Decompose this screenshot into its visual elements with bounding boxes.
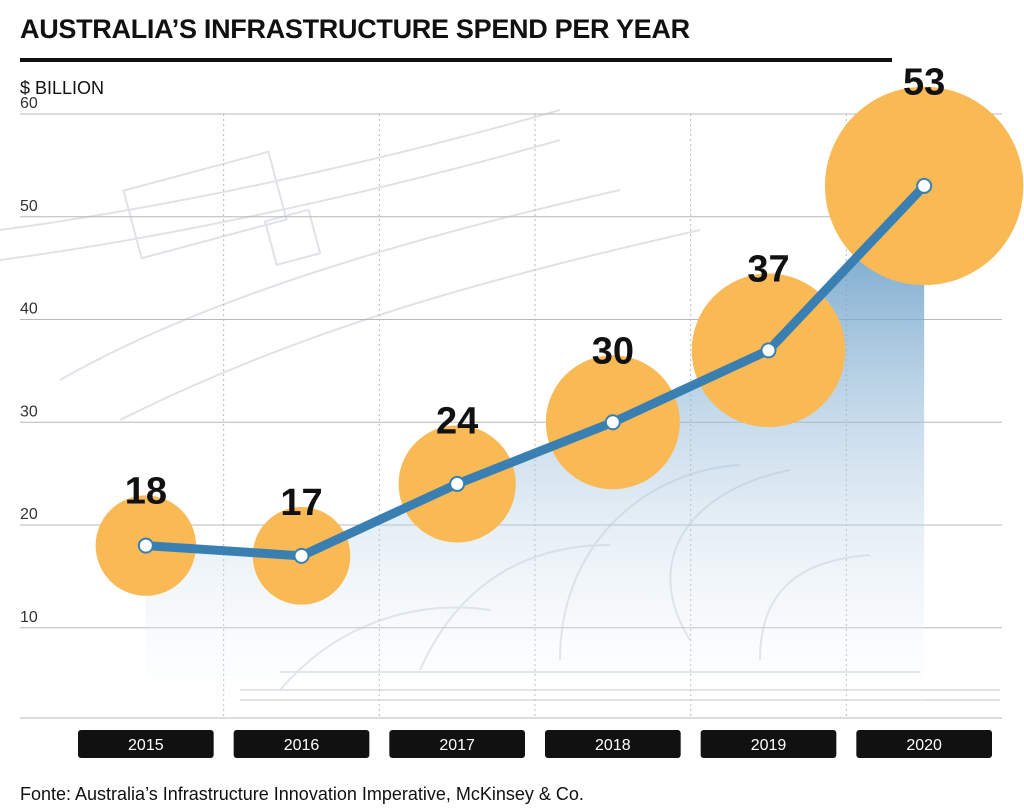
x-tick-label-2020: 2020 [906, 737, 942, 754]
marker-2016 [293, 547, 310, 564]
marker-2018 [604, 414, 621, 431]
series-line-path [141, 181, 929, 561]
chart-title: AUSTRALIA’S INFRASTRUCTURE SPEND PER YEA… [20, 14, 690, 44]
data-label-2017: 24 [436, 400, 478, 442]
marker-2017 [449, 475, 466, 492]
data-label-2020: 53 [903, 62, 945, 104]
y-tick-label-10: 10 [20, 609, 38, 626]
x-tick-label-2015: 2015 [128, 737, 164, 754]
year-box-2016 [233, 730, 370, 758]
marker-2019 [760, 342, 777, 359]
year-box-2017 [389, 730, 525, 758]
data-labels: 18 17 24 30 37 53 [125, 62, 946, 524]
year-box-2019 [700, 730, 837, 758]
data-label-2018: 30 [592, 330, 634, 372]
x-tick-label-2016: 2016 [284, 737, 320, 754]
data-label-2015: 18 [125, 470, 167, 512]
marker-2015 [137, 537, 154, 554]
y-tick-label-30: 30 [20, 403, 38, 420]
y-tick-label-40: 40 [20, 301, 38, 318]
y-axis-ticks: 10 20 30 40 50 60 [20, 95, 38, 626]
data-label-2019: 37 [747, 249, 789, 291]
x-tick-label-2018: 2018 [595, 737, 631, 754]
y-tick-label-20: 20 [20, 506, 38, 523]
markers [137, 177, 933, 564]
series-line [141, 181, 929, 561]
x-tick-label-2017: 2017 [439, 737, 475, 754]
year-box-2015 [78, 730, 214, 758]
y-tick-label-60: 60 [20, 95, 38, 112]
y-tick-label-50: 50 [20, 198, 38, 215]
year-box-2020 [856, 730, 992, 758]
x-axis-ticks: 2015 2016 2017 2018 2019 2020 [78, 730, 992, 758]
data-label-2016: 17 [280, 482, 322, 524]
x-tick-label-2019: 2019 [751, 737, 787, 754]
marker-2020 [916, 177, 933, 194]
y-axis-unit-label: $ BILLION [20, 78, 105, 98]
year-box-2018 [545, 730, 681, 758]
title-rule [20, 58, 892, 62]
source-note: Fonte: Australia’s Infrastructure Innova… [20, 784, 584, 804]
